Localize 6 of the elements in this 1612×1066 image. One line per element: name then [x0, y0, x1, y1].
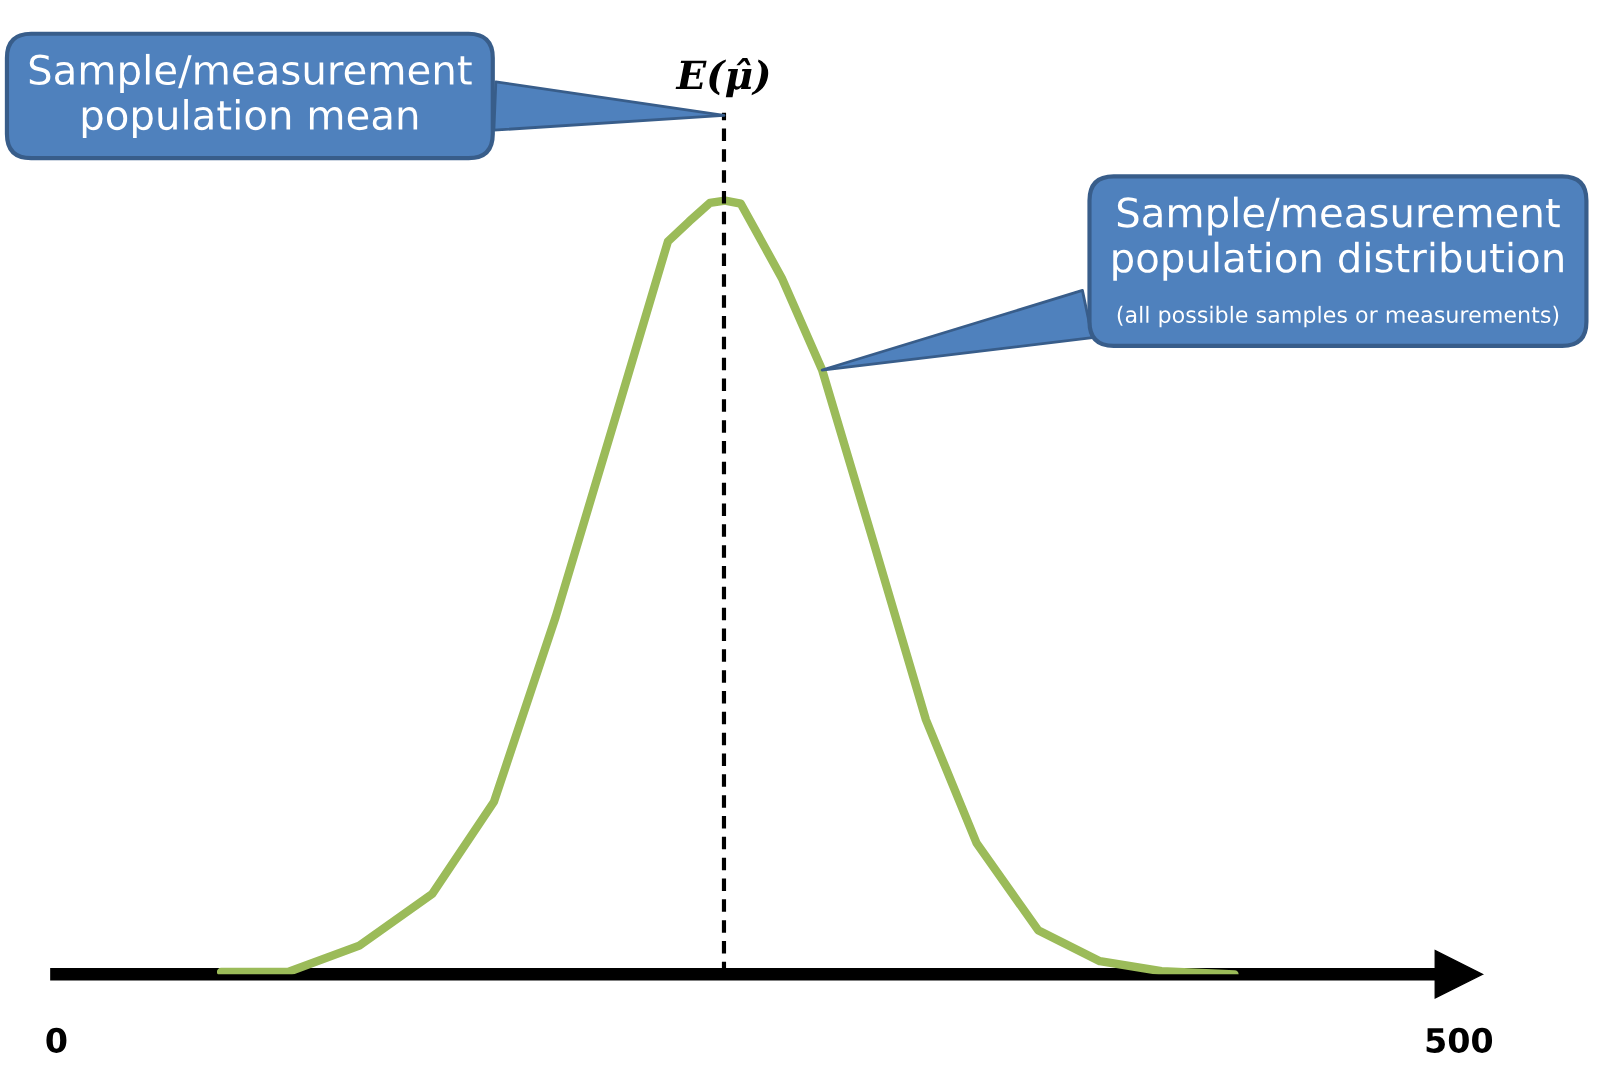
ref-line-label: E(μ̂) [675, 57, 769, 98]
x-tick-label: 0 [46, 1027, 67, 1053]
x-tick-label: 500 [1426, 1027, 1493, 1053]
annotation: Sample/measurement population mean [29, 53, 472, 138]
annotation: (all possible samples or measurements) [1117, 305, 1559, 328]
annotation: Sample/measurement population distribution [1113, 196, 1563, 281]
